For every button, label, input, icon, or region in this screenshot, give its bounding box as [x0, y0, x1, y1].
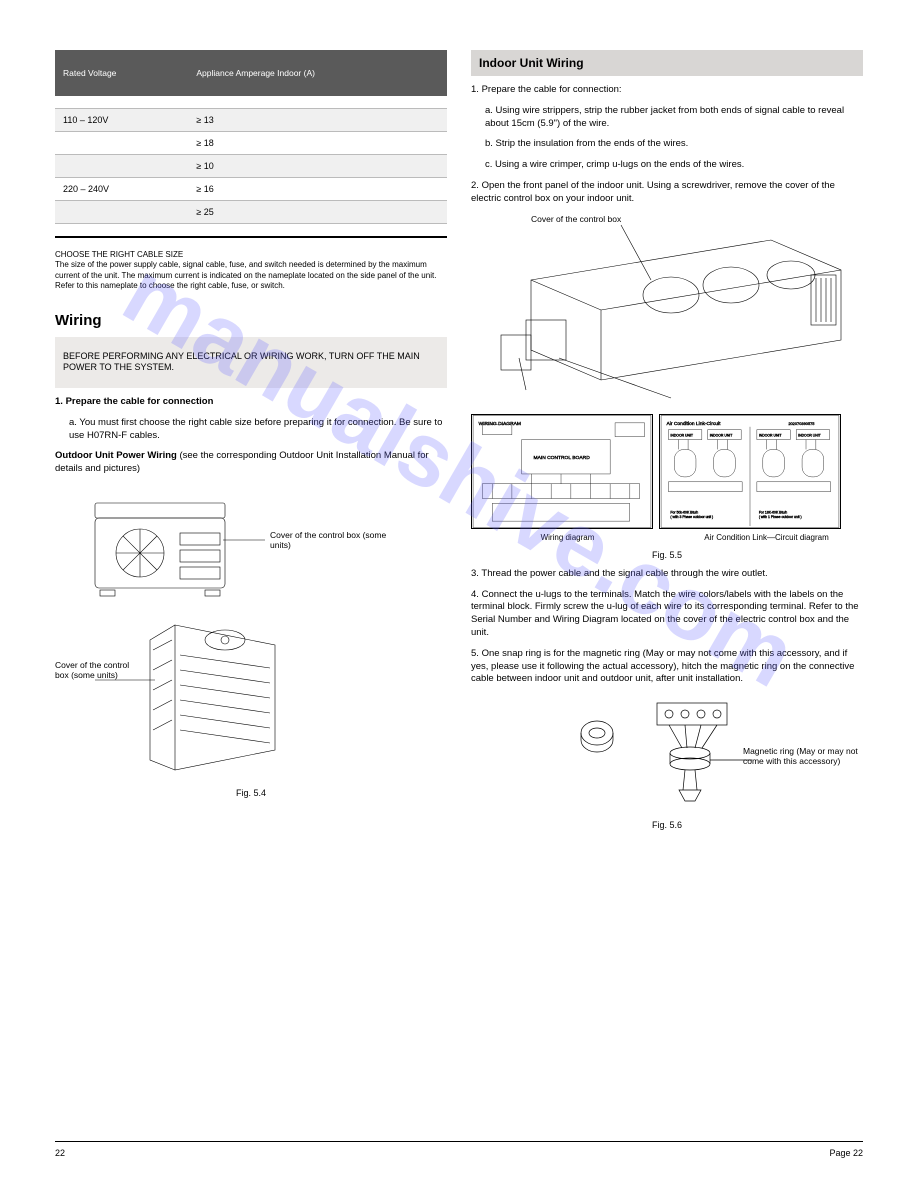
indoor-step-2: 2. Open the front panel of the indoor un… [471, 180, 863, 206]
table-row: 220 – 240V≥ 16 [55, 178, 447, 201]
table-row [55, 224, 447, 238]
svg-text:( with 1 Phase outdoor unit ): ( with 1 Phase outdoor unit ) [759, 515, 802, 519]
indoor-step-1b: b. Strip the insulation from the ends of… [485, 138, 863, 151]
magnetic-ring-callout: Magnetic ring (May or may not come with … [743, 746, 873, 766]
link-circuit-caption: Air Condition Link—Circuit diagram [670, 533, 863, 542]
col-header-amperage: Appliance Amperage Indoor (A) [188, 50, 447, 96]
svg-text:For 50k-60K Btu/h: For 50k-60K Btu/h [670, 510, 698, 514]
svg-text:INDOOR UNIT: INDOOR UNIT [670, 433, 694, 437]
indoor-step-1c: c. Using a wire crimper, crimp u-lugs on… [485, 159, 863, 172]
outdoor-wiring-heading: Outdoor Unit Power Wiring (see the corre… [55, 450, 447, 476]
outdoor-unit-illustration-2 [55, 620, 315, 780]
indoor-wiring-heading: Indoor Unit Wiring [471, 50, 863, 76]
outdoor-callout-1: Cover of the control box (some units) [270, 530, 390, 550]
table-note: CHOOSE THE RIGHT CABLE SIZE The size of … [55, 250, 447, 292]
indoor-step-1: 1. Prepare the cable for connection: [471, 84, 863, 97]
step-1: 1. Prepare the cable for connection [55, 396, 447, 409]
wiring-diagram-panel: WIRING DIAGRAM MAIN CONTROL BOARD [471, 414, 653, 529]
col-header-voltage: Rated Voltage [55, 50, 188, 96]
svg-text:Air Condition Link-Circuit: Air Condition Link-Circuit [666, 421, 721, 427]
outdoor-unit-illustration-1 [55, 488, 295, 608]
page-number-right: Page 22 [829, 1148, 863, 1158]
table-row [55, 96, 447, 109]
step-1a: a. You must first choose the right cable… [69, 417, 447, 443]
svg-text:For 18K-60K Btu/h: For 18K-60K Btu/h [759, 510, 787, 514]
table-row: ≥ 18 [55, 132, 447, 155]
indoor-unit-illustration [471, 220, 851, 400]
wiring-diagram-caption: Wiring diagram [471, 533, 664, 542]
table-row: 110 – 120V≥ 13 [55, 109, 447, 132]
indoor-step-5: 5. One snap ring is for the magnetic rin… [471, 648, 863, 686]
outdoor-callout-2: Cover of the control box (some units) [55, 660, 145, 680]
link-circuit-panel: Air Condition Link-Circuit 202070390575 … [659, 414, 841, 529]
svg-text:WIRING DIAGRAM: WIRING DIAGRAM [478, 421, 521, 427]
svg-text:( with 3 Phase outdoor unit ): ( with 3 Phase outdoor unit ) [670, 515, 713, 519]
spec-table: Rated Voltage Appliance Amperage Indoor … [55, 50, 447, 238]
section-title-wiring: Wiring [55, 312, 447, 329]
svg-text:INDOOR UNIT: INDOOR UNIT [710, 433, 734, 437]
indoor-step-1a: a. Using wire strippers, strip the rubbe… [485, 105, 863, 131]
indoor-step-4: 4. Connect the u-lugs to the terminals. … [471, 589, 863, 640]
table-row: ≥ 10 [55, 155, 447, 178]
callout-cover: Cover of the control box [531, 214, 651, 224]
fig-5-6-label: Fig. 5.6 [471, 820, 863, 830]
svg-text:202070390575: 202070390575 [788, 421, 815, 426]
fig-5-4-label: Fig. 5.4 [55, 788, 447, 798]
svg-text:MAIN CONTROL BOARD: MAIN CONTROL BOARD [534, 455, 591, 461]
indoor-step-3: 3. Thread the power cable and the signal… [471, 568, 863, 581]
svg-text:INDOOR UNIT: INDOOR UNIT [798, 433, 822, 437]
table-row: ≥ 25 [55, 201, 447, 224]
svg-text:INDOOR UNIT: INDOOR UNIT [759, 433, 783, 437]
fig-5-5-label: Fig. 5.5 [471, 550, 863, 560]
page-number-left: 22 [55, 1148, 65, 1158]
warning-banner: BEFORE PERFORMING ANY ELECTRICAL OR WIRI… [55, 337, 447, 388]
